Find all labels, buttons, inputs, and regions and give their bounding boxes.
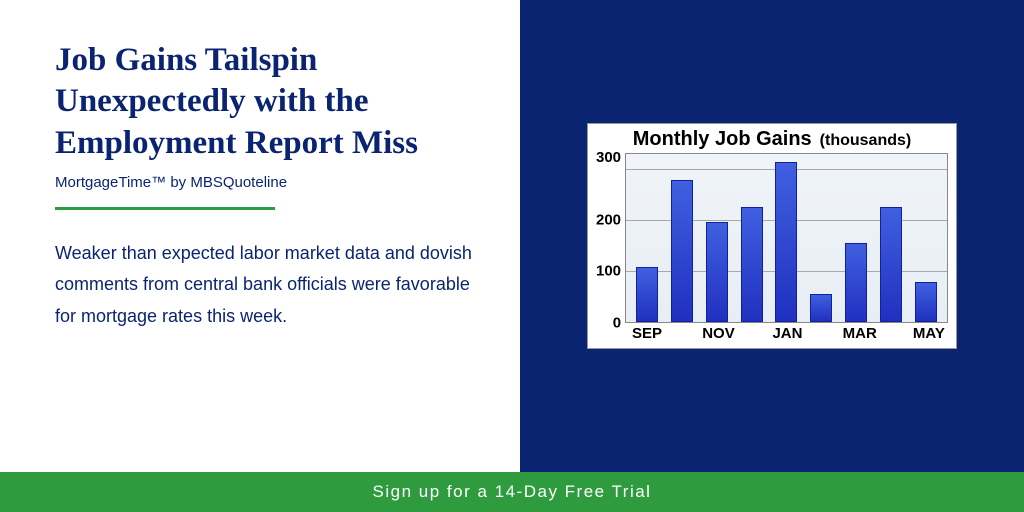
x-tick: JAN <box>772 325 807 342</box>
y-tick: 200 <box>596 212 621 227</box>
divider <box>55 207 275 210</box>
x-tick: MAY <box>913 325 948 342</box>
bar <box>775 162 797 322</box>
main-container: Job Gains Tailspin Unexpectedly with the… <box>0 0 1024 472</box>
chart-title-row: Monthly Job Gains (thousands) <box>596 128 948 151</box>
x-tick <box>808 325 843 342</box>
bar <box>810 294 832 322</box>
y-tick: 100 <box>596 264 621 279</box>
chart-box: Monthly Job Gains (thousands) 300 200 10… <box>587 123 957 349</box>
headline: Job Gains Tailspin Unexpectedly with the… <box>55 40 480 164</box>
subtitle: MortgageTime™ by MBSQuoteline <box>55 174 480 191</box>
bar <box>706 222 728 322</box>
plot-area <box>625 153 948 323</box>
right-panel: Monthly Job Gains (thousands) 300 200 10… <box>520 0 1024 472</box>
bar <box>741 207 763 322</box>
x-tick: SEP <box>632 325 667 342</box>
bar <box>915 282 937 322</box>
x-tick <box>667 325 702 342</box>
bar <box>845 243 867 322</box>
chart-unit-label: (thousands) <box>820 132 912 150</box>
y-tick: 0 <box>613 315 621 330</box>
bar <box>671 180 693 322</box>
chart-title: Monthly Job Gains <box>633 128 812 151</box>
cta-text: Sign up for a 14-Day Free Trial <box>373 482 652 502</box>
x-tick <box>737 325 772 342</box>
chart-plot-wrapper: 300 200 100 0 <box>596 153 948 323</box>
x-tick <box>878 325 913 342</box>
body-text: Weaker than expected labor market data a… <box>55 238 480 333</box>
x-axis: SEP NOV JAN MAR MAY <box>632 325 948 342</box>
bar <box>636 267 658 322</box>
bars-container <box>626 154 947 322</box>
y-axis: 300 200 100 0 <box>596 153 625 323</box>
cta-bar[interactable]: Sign up for a 14-Day Free Trial <box>0 472 1024 512</box>
x-tick: MAR <box>843 325 878 342</box>
left-panel: Job Gains Tailspin Unexpectedly with the… <box>0 0 520 472</box>
bar <box>880 207 902 322</box>
x-tick: NOV <box>702 325 737 342</box>
y-tick: 300 <box>596 150 621 165</box>
